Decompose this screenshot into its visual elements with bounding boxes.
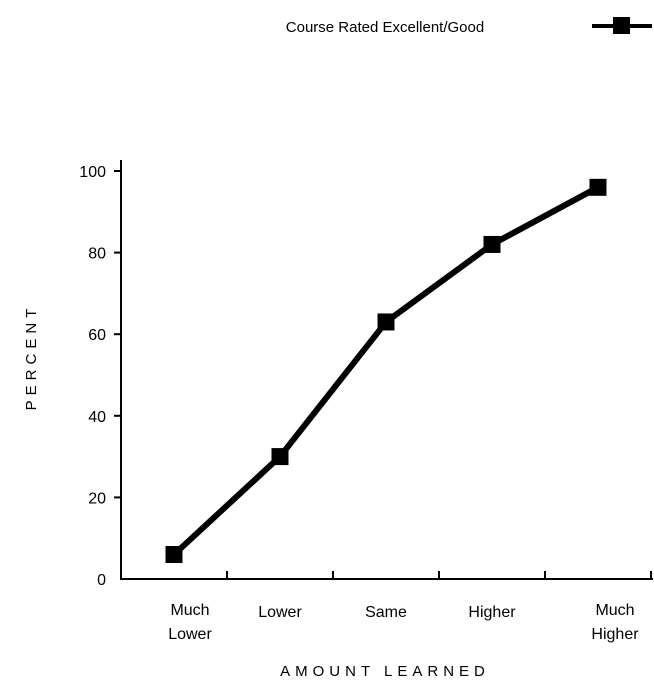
y-tick-label: 20	[88, 490, 106, 507]
legend-marker-swatch	[613, 17, 630, 34]
data-point-marker	[377, 313, 395, 331]
y-tick-label: 80	[88, 246, 106, 263]
x-tick-label: Higher	[468, 604, 516, 621]
data-point-marker	[483, 235, 501, 253]
x-tick-label-line: Lower	[168, 626, 212, 643]
series-group	[165, 178, 607, 564]
x-ticks	[226, 571, 652, 579]
legend: Course Rated Excellent/Good	[286, 17, 652, 36]
data-point-marker	[271, 448, 289, 466]
x-tick-label: Much Lower	[168, 602, 212, 643]
legend-label: Course Rated Excellent/Good	[286, 19, 484, 36]
y-tick-label: 100	[79, 164, 106, 181]
x-tick-label-line: Higher	[468, 604, 516, 621]
data-point-marker	[589, 178, 607, 196]
y-tick-label: 0	[97, 572, 106, 589]
data-point-marker	[165, 546, 183, 564]
y-tick-label: 60	[88, 327, 106, 344]
x-tick-label-line: Much	[595, 602, 634, 619]
series-line	[171, 184, 601, 558]
y-ticks: 0 20 40 60 80 100	[79, 164, 121, 589]
y-axis-title: PERCENT	[23, 304, 40, 411]
x-tick-labels: Much Lower Lower Same Higher Much Higher	[168, 602, 639, 643]
x-tick-label-line: Lower	[258, 604, 302, 621]
x-tick-label: Much Higher	[591, 602, 639, 643]
x-tick-label-line: Higher	[591, 626, 639, 643]
y-tick-label: 40	[88, 409, 106, 426]
x-tick-label-line: Same	[365, 604, 407, 621]
x-tick-label: Lower	[258, 604, 302, 621]
x-axis-title: AMOUNT LEARNED	[280, 663, 490, 680]
x-tick-label-line: Much	[170, 602, 209, 619]
x-tick-label: Same	[365, 604, 407, 621]
